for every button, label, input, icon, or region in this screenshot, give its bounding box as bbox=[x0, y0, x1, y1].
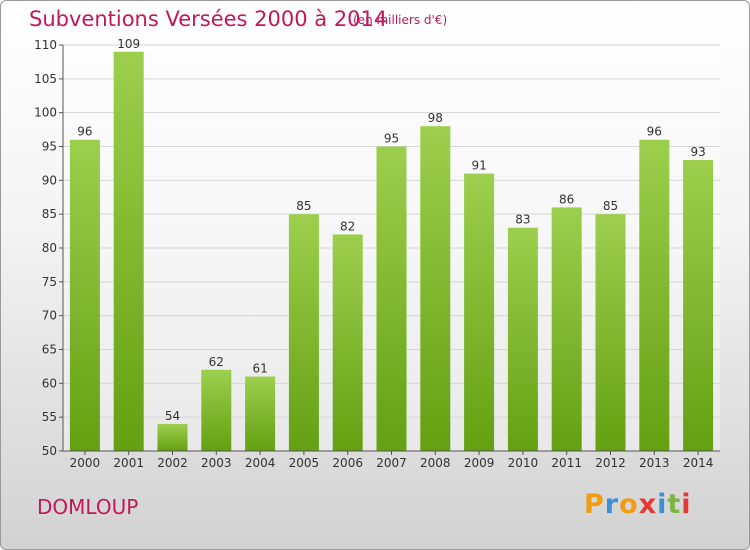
data-label: 54 bbox=[165, 409, 180, 423]
x-tick-label: 2014 bbox=[683, 456, 714, 470]
x-tick-label: 2002 bbox=[157, 456, 188, 470]
y-tick-label: 75 bbox=[42, 275, 57, 289]
y-tick-label: 70 bbox=[42, 309, 57, 323]
data-label: 61 bbox=[252, 362, 267, 376]
y-tick-label: 95 bbox=[42, 140, 57, 154]
bar-2002 bbox=[157, 423, 188, 451]
y-tick-label: 60 bbox=[42, 376, 57, 390]
y-tick-label: 65 bbox=[42, 343, 57, 357]
data-labels: 96 109 54 62 61 85 82 95 98 91 83 86 85 96 93 bbox=[77, 37, 705, 423]
x-tick-label: 2006 bbox=[332, 456, 363, 470]
data-label: 93 bbox=[690, 145, 705, 159]
bar-2013 bbox=[639, 139, 670, 451]
x-tick-label: 2009 bbox=[464, 456, 495, 470]
data-label: 96 bbox=[77, 125, 92, 139]
chart-title: Subventions Versées 2000 à 2014 bbox=[29, 7, 388, 31]
x-tick-label: 2013 bbox=[639, 456, 670, 470]
data-label: 62 bbox=[209, 355, 224, 369]
data-label: 86 bbox=[559, 192, 574, 206]
data-label: 82 bbox=[340, 219, 355, 233]
y-tick-label: 105 bbox=[34, 72, 57, 86]
bar-2003 bbox=[201, 369, 232, 451]
data-label: 95 bbox=[384, 132, 399, 146]
data-label: 98 bbox=[428, 111, 443, 125]
x-tick-label: 2011 bbox=[551, 456, 582, 470]
data-label: 96 bbox=[647, 125, 662, 139]
brand-letter: r bbox=[604, 489, 620, 520]
bar-2004 bbox=[245, 376, 276, 451]
y-tick-label: 85 bbox=[42, 207, 57, 221]
y-tick-label: 90 bbox=[42, 173, 57, 187]
x-tick-label: 2010 bbox=[508, 456, 539, 470]
brand-letter: x bbox=[638, 489, 658, 520]
y-tick-label: 50 bbox=[42, 444, 57, 458]
data-label: 91 bbox=[471, 159, 486, 173]
bar-2011 bbox=[551, 207, 582, 451]
bar-2014 bbox=[683, 160, 714, 452]
brand-letter: P bbox=[584, 489, 605, 520]
proxiti-logo: Proxiti bbox=[584, 489, 692, 520]
x-tick-label: 2001 bbox=[113, 456, 144, 470]
data-label: 83 bbox=[515, 213, 530, 227]
y-tick-label: 100 bbox=[34, 106, 57, 120]
data-label: 109 bbox=[117, 37, 140, 51]
brand-letter: i bbox=[657, 489, 668, 520]
x-tick-label: 2003 bbox=[201, 456, 232, 470]
data-label: 85 bbox=[296, 199, 311, 213]
bar-2001 bbox=[113, 51, 144, 452]
axes: 50 55 60 65 70 75 80 85 90 95 100 105 110 2000 2001 200… bbox=[34, 38, 720, 470]
bar-2012 bbox=[595, 214, 626, 451]
y-tick-label: 55 bbox=[42, 410, 57, 424]
commune-name: DOMLOUP bbox=[37, 495, 139, 519]
x-tick-label: 2007 bbox=[376, 456, 407, 470]
bar-2006 bbox=[332, 234, 363, 451]
brand-letter: o bbox=[619, 489, 639, 520]
chart-unit: (en milliers d'€) bbox=[353, 13, 448, 27]
data-label: 85 bbox=[603, 199, 618, 213]
x-tick-label: 2005 bbox=[289, 456, 320, 470]
y-tick-label: 80 bbox=[42, 241, 57, 255]
y-tick-label: 110 bbox=[34, 38, 57, 52]
x-tick-label: 2000 bbox=[70, 456, 101, 470]
bar-2000 bbox=[69, 139, 100, 451]
x-tick-label: 2004 bbox=[245, 456, 276, 470]
x-tick-label: 2008 bbox=[420, 456, 451, 470]
bar-2008 bbox=[420, 126, 451, 451]
bars bbox=[69, 51, 714, 452]
brand-letter: t bbox=[667, 489, 682, 520]
brand-letter: i bbox=[681, 489, 692, 520]
bar-2005 bbox=[288, 214, 319, 451]
bar-2010 bbox=[507, 227, 538, 451]
bar-2007 bbox=[376, 146, 407, 451]
bar-2009 bbox=[464, 173, 495, 452]
x-tick-label: 2012 bbox=[595, 456, 626, 470]
